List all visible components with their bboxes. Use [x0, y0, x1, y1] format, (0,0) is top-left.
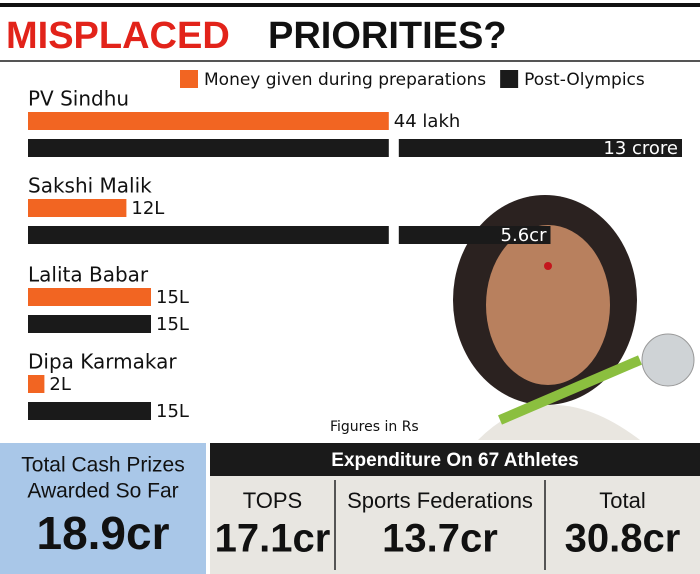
value-label: 44 lakh: [394, 111, 461, 132]
value-label: 12L: [131, 198, 164, 219]
divider: [334, 480, 336, 570]
expenditure-header: [210, 443, 700, 476]
value-label: 15L: [156, 314, 189, 335]
value-label: 5.6cr: [501, 225, 548, 246]
item-value: 17.1cr: [215, 517, 331, 561]
expenditure-title: Expenditure On 67 Athletes: [331, 450, 578, 471]
bar: [28, 226, 389, 244]
value-label: 13 crore: [603, 138, 678, 159]
category-label: Sakshi Malik: [28, 174, 152, 198]
divider: [544, 480, 546, 570]
summary-value: 18.9cr: [36, 507, 169, 559]
value-label: 15L: [156, 287, 189, 308]
item-value: 30.8cr: [565, 517, 681, 561]
category-label: Lalita Babar: [28, 263, 149, 287]
legend-label: Money given during preparations: [204, 70, 486, 90]
legend-label: Post-Olympics: [524, 70, 645, 90]
item-label: Sports Federations: [347, 488, 533, 513]
summary-box: [0, 443, 206, 574]
note: Figures in Rs: [330, 419, 419, 435]
bar: [28, 315, 151, 333]
photo: [453, 195, 695, 440]
item-value: 13.7cr: [382, 517, 498, 561]
bar-continued: [398, 226, 551, 244]
bar: [28, 288, 151, 306]
legend-swatch: [500, 70, 519, 88]
value-label: 15L: [156, 401, 189, 422]
summary-label: Awarded So Far: [27, 480, 178, 503]
category-label: Dipa Karmakar: [28, 350, 177, 374]
item-label: TOPS: [243, 488, 303, 513]
summary-label: Total Cash Prizes: [21, 454, 184, 477]
bar: [28, 139, 389, 157]
item-label: Total: [599, 488, 645, 513]
category-label: PV Sindhu: [28, 87, 129, 111]
title-rule: [0, 60, 700, 62]
title-red: MISPLACED: [6, 15, 230, 57]
bar-continued: [398, 139, 682, 157]
value-label: 2L: [49, 374, 70, 395]
top-rule: [0, 3, 700, 7]
title-black: PRIORITIES?: [268, 15, 507, 57]
bar: [28, 112, 389, 130]
bar: [28, 375, 45, 393]
bar: [28, 199, 127, 217]
legend-swatch: [180, 70, 198, 88]
bar: [28, 402, 151, 420]
